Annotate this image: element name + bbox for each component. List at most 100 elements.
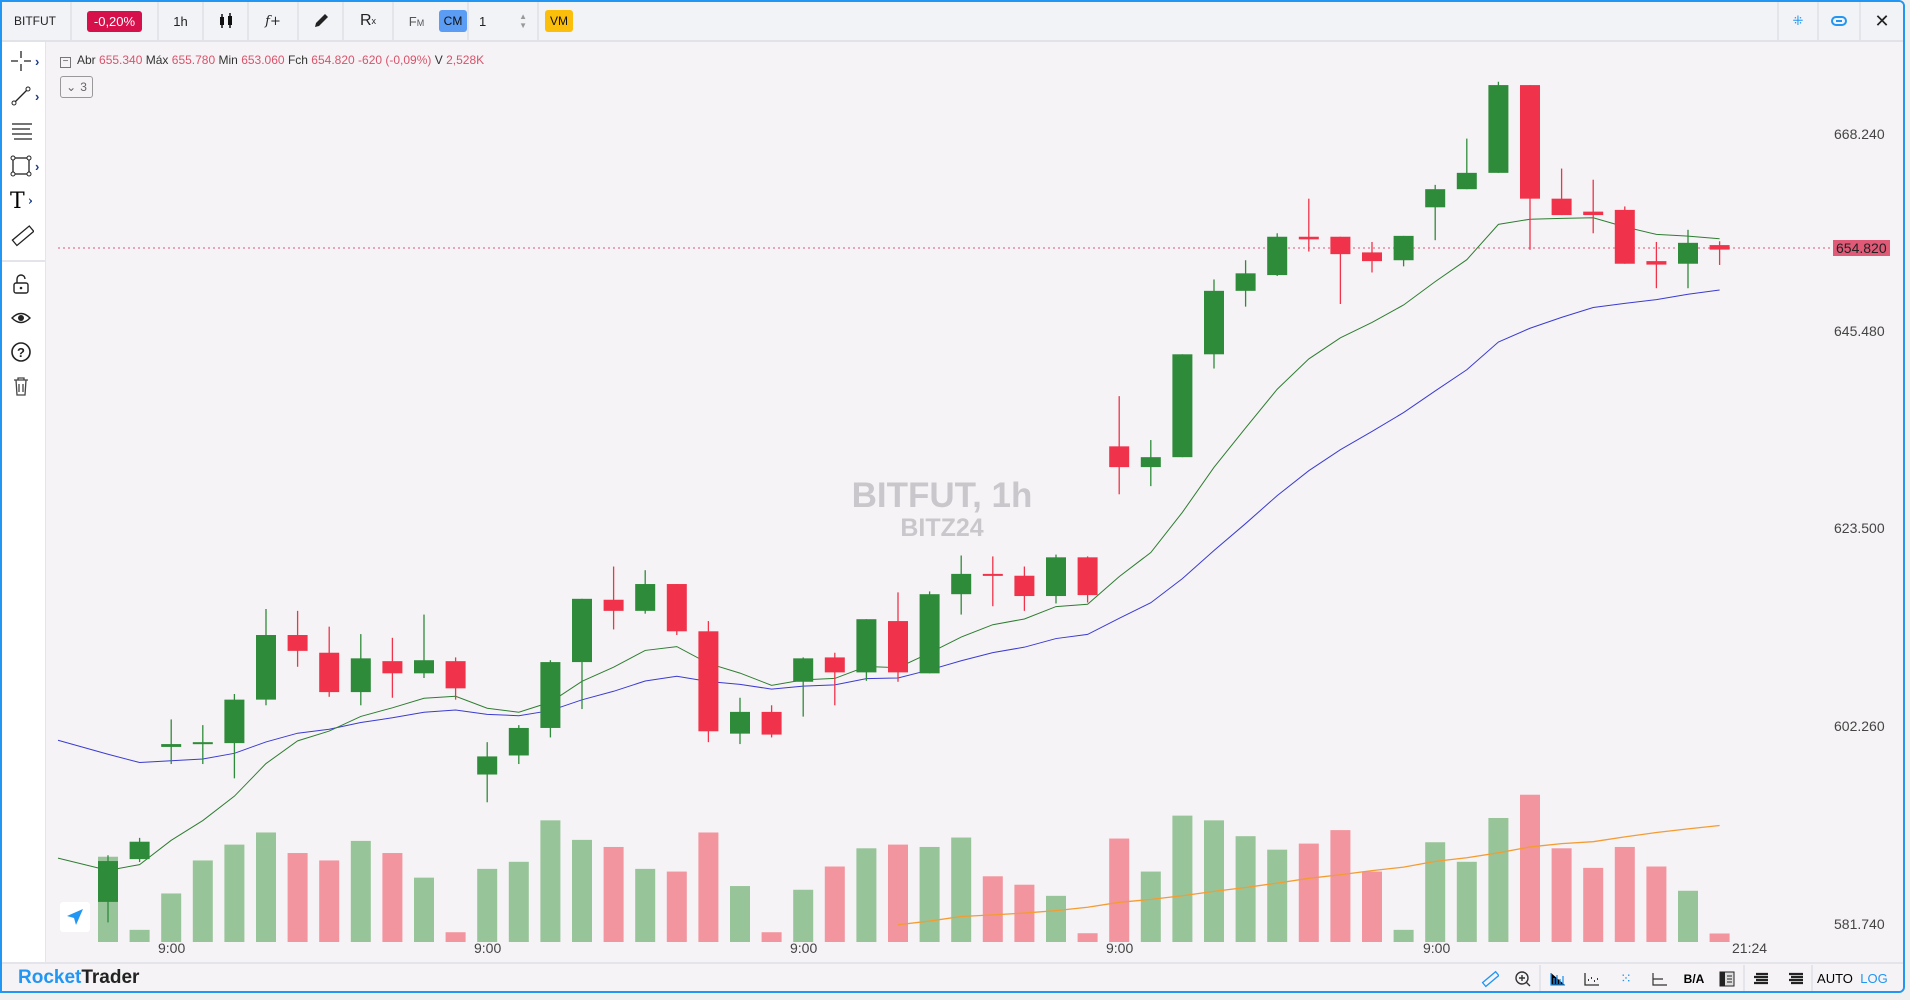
interval-button[interactable]: 1h — [159, 2, 204, 40]
ruler-icon — [1481, 970, 1499, 988]
candle-body — [856, 619, 877, 673]
candle-body — [1140, 457, 1161, 468]
candle-body — [1077, 557, 1098, 596]
vm-button[interactable]: VM — [545, 10, 573, 32]
volume-bar — [319, 860, 340, 942]
candle-body — [1362, 252, 1382, 262]
ruler-tool[interactable] — [6, 222, 44, 250]
indicators-collapse-button[interactable]: ⌄ 3 — [60, 76, 93, 98]
zoom-button[interactable] — [1507, 964, 1541, 991]
grid-toggle[interactable] — [1575, 965, 1609, 992]
visibility-tool[interactable] — [6, 304, 44, 332]
candle-body — [919, 594, 940, 674]
candle-body — [730, 711, 750, 734]
indicators-button[interactable]: f+ — [249, 2, 299, 40]
candle-body — [98, 861, 118, 902]
navigate-button[interactable] — [60, 902, 90, 932]
candle-body — [824, 657, 845, 673]
crosshair-tool[interactable]: › — [6, 47, 44, 75]
stepper-arrows-icon[interactable]: ▲ ▼ — [519, 12, 527, 30]
low-label: Min — [218, 53, 238, 67]
volume-bar — [256, 832, 276, 942]
lock-tool[interactable] — [6, 270, 44, 298]
volume-bars — [98, 794, 1730, 942]
horizontal-lines-tool[interactable] — [6, 117, 44, 145]
volume-bar — [1709, 933, 1730, 942]
candle-body — [287, 635, 308, 651]
axis-toggle[interactable] — [1643, 965, 1677, 992]
candle-body — [350, 658, 371, 693]
rectangle-tool[interactable]: › — [6, 152, 44, 180]
drawing-button[interactable] — [299, 2, 344, 40]
bid-ask-toggle[interactable]: B/A — [1683, 971, 1705, 986]
rockettrader-logo: RocketTrader — [18, 967, 139, 989]
moving-averages — [57, 217, 1720, 926]
panel-toggle[interactable] — [1711, 964, 1745, 991]
candle-body — [1235, 273, 1256, 291]
volume-bar — [1235, 836, 1256, 942]
candle-body — [1298, 236, 1319, 240]
trendline-tool[interactable]: › — [6, 82, 44, 110]
volume-bar — [1393, 929, 1414, 942]
quantity-stepper[interactable]: 1 ▲ ▼ — [469, 2, 539, 40]
volume-bar — [572, 839, 592, 942]
crosshair-icon — [10, 50, 32, 72]
candle-body — [129, 841, 150, 860]
high-value: 655.780 — [171, 53, 216, 67]
link-button[interactable] — [1819, 2, 1861, 40]
eye-icon — [10, 307, 32, 329]
volume-bar — [129, 929, 150, 942]
time-label: 9:00 — [1423, 940, 1451, 956]
symbol-label[interactable]: BITFUT — [2, 2, 72, 40]
legend-collapse-icon[interactable]: − — [60, 57, 71, 68]
text-tool[interactable]: T › — [10, 188, 33, 214]
candle-body — [1646, 261, 1667, 265]
volume-bar — [382, 853, 403, 942]
volume-bar — [1456, 861, 1477, 942]
price-label: 623.500 — [1834, 520, 1885, 536]
candle-body — [1425, 189, 1446, 208]
delete-button[interactable] — [6, 372, 44, 400]
help-button[interactable]: ? — [6, 338, 44, 366]
measure-button[interactable] — [1473, 965, 1507, 992]
volume-toggle[interactable] — [1541, 965, 1575, 992]
volume-bar — [951, 837, 972, 942]
volume-bar — [666, 871, 687, 942]
price-label: 602.260 — [1834, 718, 1885, 734]
bar-chart-icon — [1550, 972, 1566, 986]
open-label: Abr — [77, 53, 96, 67]
crosshair-toggle[interactable]: ⁙ — [1609, 965, 1643, 992]
volume-value: 2,528K — [446, 53, 485, 67]
candle-body — [572, 598, 592, 663]
book-left-toggle[interactable] — [1745, 965, 1779, 992]
candle-body — [1709, 245, 1730, 250]
unlock-icon — [10, 273, 32, 295]
book-right-toggle[interactable] — [1779, 964, 1813, 991]
close-icon: ✕ — [1874, 10, 1890, 31]
rectangle-icon — [10, 155, 32, 177]
zoom-in-icon — [1514, 970, 1532, 988]
help-icon: ? — [10, 341, 32, 363]
toolbar-divider — [2, 260, 46, 262]
compress-button[interactable]: ⁜ — [1777, 2, 1819, 40]
log-scale-toggle[interactable]: LOG — [1860, 971, 1888, 986]
quantity-value: 1 — [479, 13, 487, 29]
low-value: 653.060 — [241, 53, 285, 67]
candle-body — [698, 631, 719, 732]
candlestick-type-button[interactable] — [204, 2, 249, 40]
candle-body — [793, 658, 814, 682]
candle-body — [224, 699, 245, 744]
volume-bar — [1267, 849, 1288, 942]
last-price-badge: 654.820 — [1833, 240, 1890, 256]
pencil-icon — [312, 12, 330, 30]
volume-bar — [888, 844, 908, 942]
price-chart[interactable] — [2, 2, 1905, 962]
candlestick-icon — [218, 13, 234, 29]
cm-button[interactable]: CM — [438, 10, 468, 32]
close-button[interactable]: ✕ — [1861, 2, 1903, 40]
auto-scale-toggle[interactable]: AUTO — [1817, 971, 1853, 986]
candle-body — [414, 660, 434, 674]
change-value: -620 (-0,09%) — [358, 53, 432, 67]
